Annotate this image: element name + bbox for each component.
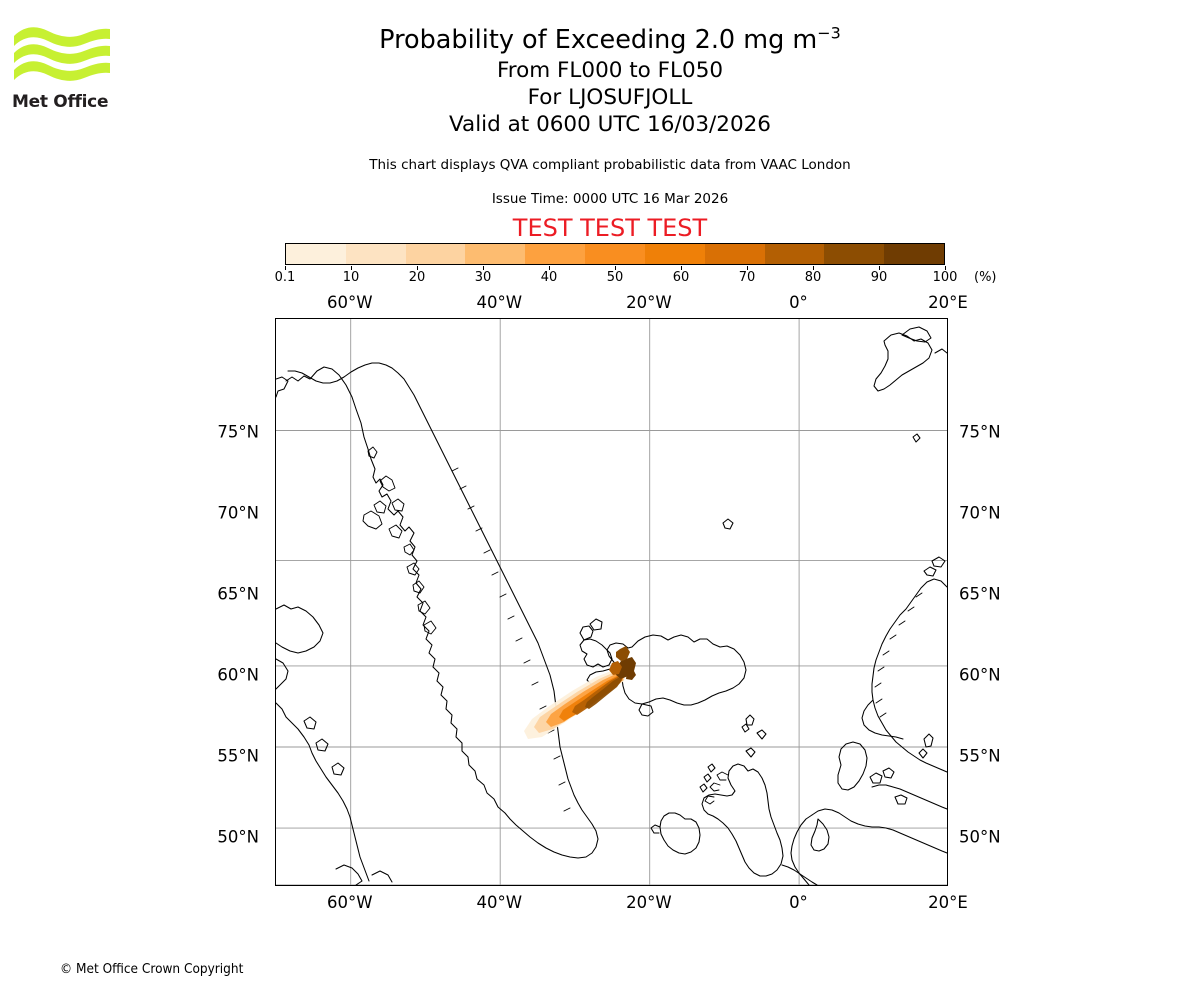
colorbar-segment-1 — [345, 244, 406, 264]
met-office-logo: Met Office — [12, 22, 122, 117]
colorbar-ticklabel: 20 — [408, 270, 426, 285]
colorbar-segment-4 — [525, 244, 586, 264]
colorbar-ticklabel: 90 — [870, 270, 888, 285]
colorbar-ticks: 0.1 10 20 30 40 50 60 70 80 90 100 — [275, 266, 957, 286]
colorbar-tickmark — [615, 266, 616, 270]
map-canvas — [276, 319, 947, 885]
longitude-label-20°E: 20°E — [928, 893, 968, 912]
longitude-label-0°: 0° — [789, 893, 808, 912]
colorbar-ticklabel: 60 — [672, 270, 690, 285]
probability-colorbar — [285, 243, 945, 265]
latitude-label-50°N: 50°N — [217, 827, 259, 847]
colorbar-ticklabel: 70 — [738, 270, 756, 285]
colorbar-ticklabel: 0.1 — [274, 270, 296, 285]
colorbar-segment-8 — [764, 244, 825, 264]
longitude-label-20°E: 20°E — [928, 293, 968, 312]
colorbar-segment-10 — [884, 244, 944, 264]
flight-level-range: From FL000 to FL050 — [496, 58, 724, 83]
volcano-name: For LJOSUFJOLL — [527, 85, 693, 110]
colorbar-unit-label: (%) — [974, 270, 997, 285]
latitude-label-75°N: 75°N — [959, 422, 1001, 442]
latitude-label-55°N: 55°N — [959, 746, 1001, 766]
longitude-label-40°W: 40°W — [476, 293, 523, 312]
colorbar-segment-2 — [405, 244, 466, 264]
colorbar-tickmark — [285, 266, 286, 270]
colorbar-segments — [285, 243, 945, 265]
page-title-text: Probability of Exceeding 2.0 mg m — [379, 25, 818, 55]
longitude-label-0°: 0° — [789, 293, 808, 312]
latitude-label-50°N: 50°N — [959, 827, 1001, 847]
longitude-label-20°W: 20°W — [626, 893, 672, 912]
colorbar-ticklabel: 100 — [932, 270, 958, 285]
colorbar-tickmark — [681, 266, 682, 270]
longitude-label-60°W: 60°W — [326, 893, 373, 912]
colorbar-segment-9 — [824, 244, 885, 264]
copyright-notice: © Met Office Crown Copyright — [60, 961, 244, 977]
colorbar-ticklabel: 40 — [540, 270, 558, 285]
latitude-label-70°N: 70°N — [217, 503, 259, 523]
valid-time: Valid at 0600 UTC 16/03/2026 — [448, 112, 771, 137]
page-title: Probability of Exceeding 2.0 mg m−3 — [150, 24, 1070, 57]
colorbar-segment-3 — [465, 244, 526, 264]
colorbar-tickmark — [351, 266, 352, 270]
colorbar-tickmark — [549, 266, 550, 270]
colorbar-tickmark — [813, 266, 814, 270]
colorbar-segment-0 — [286, 244, 346, 264]
colorbar-ticklabel: 10 — [342, 270, 360, 285]
map-plot-area — [275, 318, 948, 886]
colorbar-segment-7 — [704, 244, 765, 264]
test-banner: TEST TEST TEST — [512, 214, 708, 242]
colorbar-tickmark — [879, 266, 880, 270]
colorbar-tickmark — [483, 266, 484, 270]
latitude-label-60°N: 60°N — [959, 665, 1001, 685]
issue-time: Issue Time: 0000 UTC 16 Mar 2026 — [491, 191, 729, 207]
met-office-wave-mark — [14, 27, 110, 81]
colorbar-tickmark — [417, 266, 418, 270]
colorbar-segment-5 — [585, 244, 645, 264]
colorbar-segment-6 — [644, 244, 705, 264]
latitude-label-60°N: 60°N — [217, 665, 259, 685]
colorbar-ticklabel: 30 — [474, 270, 492, 285]
longitude-label-60°W: 60°W — [326, 293, 373, 312]
latitude-label-70°N: 70°N — [959, 503, 1001, 523]
longitude-label-40°W: 40°W — [476, 893, 523, 912]
colorbar-tickmark — [945, 266, 946, 270]
latitude-label-55°N: 55°N — [217, 746, 259, 766]
map-gridlines — [276, 319, 947, 885]
colorbar-ticklabel: 50 — [606, 270, 624, 285]
colorbar-tickmark — [747, 266, 748, 270]
page-title-exponent: −3 — [817, 23, 841, 43]
latitude-label-75°N: 75°N — [217, 422, 259, 442]
latitude-label-65°N: 65°N — [959, 584, 1001, 604]
longitude-label-20°W: 20°W — [626, 293, 672, 312]
colorbar-ticklabel: 80 — [804, 270, 822, 285]
coastlines — [276, 326, 947, 885]
chart-title-block: Probability of Exceeding 2.0 mg m−3 From… — [150, 24, 1070, 138]
latitude-label-65°N: 65°N — [217, 584, 259, 604]
ash-probability-plume — [524, 646, 636, 739]
met-office-logo-text: Met Office — [12, 92, 109, 112]
qva-note: This chart displays QVA compliant probab… — [369, 157, 851, 173]
